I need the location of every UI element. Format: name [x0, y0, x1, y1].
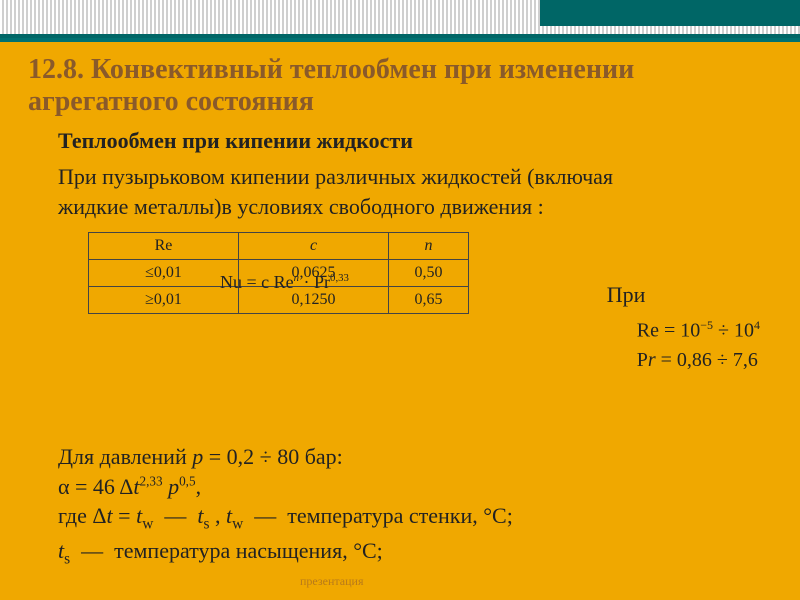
cell: ≥0,01 — [89, 286, 239, 313]
watermark: презентация — [300, 574, 363, 589]
eq-pr: Pr = 0,86 ÷ 7,6 — [637, 349, 760, 372]
line-pressure: Для давлений p = 0,2 ÷ 80 бар: — [58, 442, 760, 472]
decorative-top-bar — [0, 0, 800, 38]
cell: 0,50 — [389, 259, 469, 286]
right-conditions: При Re = 10−5 ÷ 104 Pr = 0,86 ÷ 7,6 — [607, 282, 760, 378]
intro-paragraph: При пузырьковом кипении различных жидкос… — [58, 162, 618, 221]
line-where: где Δt = tw — ts , tw — температура стен… — [58, 501, 760, 535]
label-pri: При — [607, 282, 760, 308]
cell: ≤0,01 — [89, 259, 239, 286]
th-re: Re — [89, 232, 239, 259]
cell: 0,65 — [389, 286, 469, 313]
th-c: c — [239, 232, 389, 259]
slide-subheading: Теплообмен при кипении жидкости — [58, 128, 772, 154]
formula-nu: Nu = c Ren · Pr0,33 — [220, 272, 349, 293]
line-alpha: α = 46 Δt2,33 p0,5, — [58, 472, 760, 502]
th-n: n — [389, 232, 469, 259]
line-ts: ts — температура насыщения, °С; — [58, 536, 760, 570]
eq-re: Re = 10−5 ÷ 104 — [637, 318, 760, 343]
lower-formulas: Для давлений p = 0,2 ÷ 80 бар: α = 46 Δt… — [58, 442, 760, 570]
table-header-row: Re c n — [89, 232, 469, 259]
slide-title: 12.8. Конвективный теплообмен при измене… — [28, 54, 772, 118]
slide-content: 12.8. Конвективный теплообмен при измене… — [0, 42, 800, 600]
